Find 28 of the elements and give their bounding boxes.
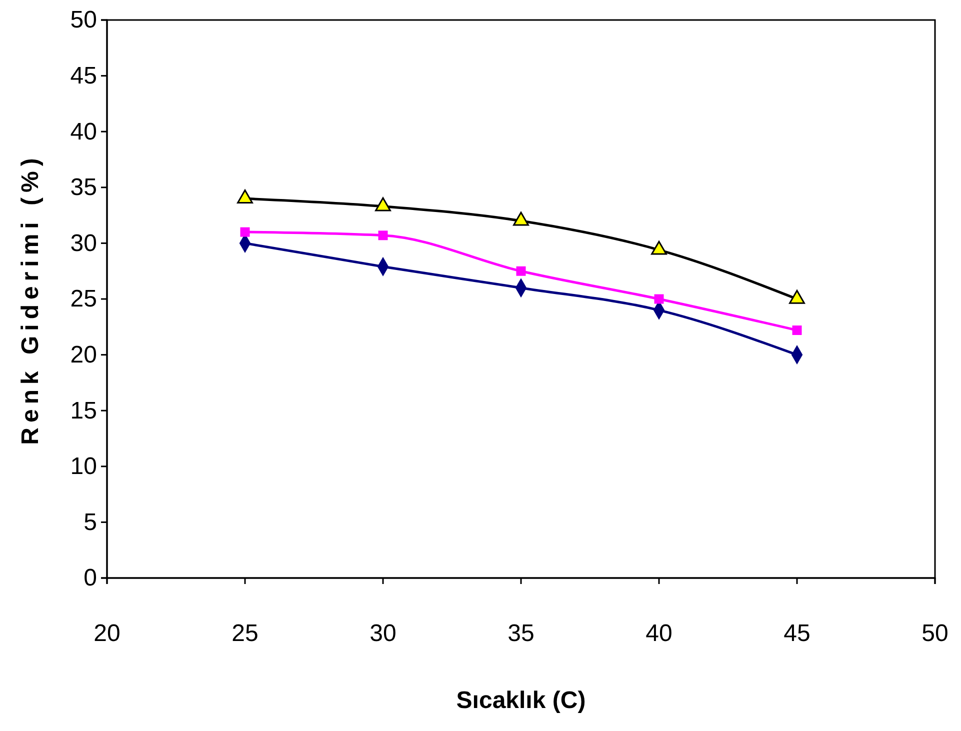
x-tick-label: 40 (646, 620, 672, 648)
y-tick-label: 5 (84, 508, 97, 536)
y-tick-label: 35 (70, 174, 97, 202)
point (378, 230, 388, 240)
x-tick-label: 45 (784, 620, 810, 648)
point (240, 227, 250, 237)
x-tick-label: 30 (370, 620, 396, 648)
y-tick-label: 45 (70, 62, 97, 90)
point (237, 189, 253, 204)
y-tick-label: 30 (70, 230, 97, 257)
x-tick-label: 25 (232, 620, 258, 648)
point (516, 266, 526, 276)
y-tick-label: 25 (70, 286, 97, 313)
point (654, 294, 664, 304)
y-tick-label: 20 (70, 341, 97, 368)
x-tick-label: 50 (922, 620, 948, 648)
x-tick-label: 35 (508, 620, 534, 648)
point (792, 326, 802, 335)
y-tick-label: 50 (70, 6, 97, 34)
y-tick-label: 40 (70, 118, 97, 146)
point (651, 240, 667, 255)
x-axis-title: Sıcaklık (C) (456, 687, 586, 714)
y-tick-label: 0 (84, 564, 97, 592)
y-axis-title: Renk Giderimi (%) (17, 153, 44, 445)
point (513, 212, 529, 226)
y-tick-label: 10 (70, 453, 97, 480)
point (375, 197, 391, 212)
y-tick-label: 15 (70, 397, 97, 424)
